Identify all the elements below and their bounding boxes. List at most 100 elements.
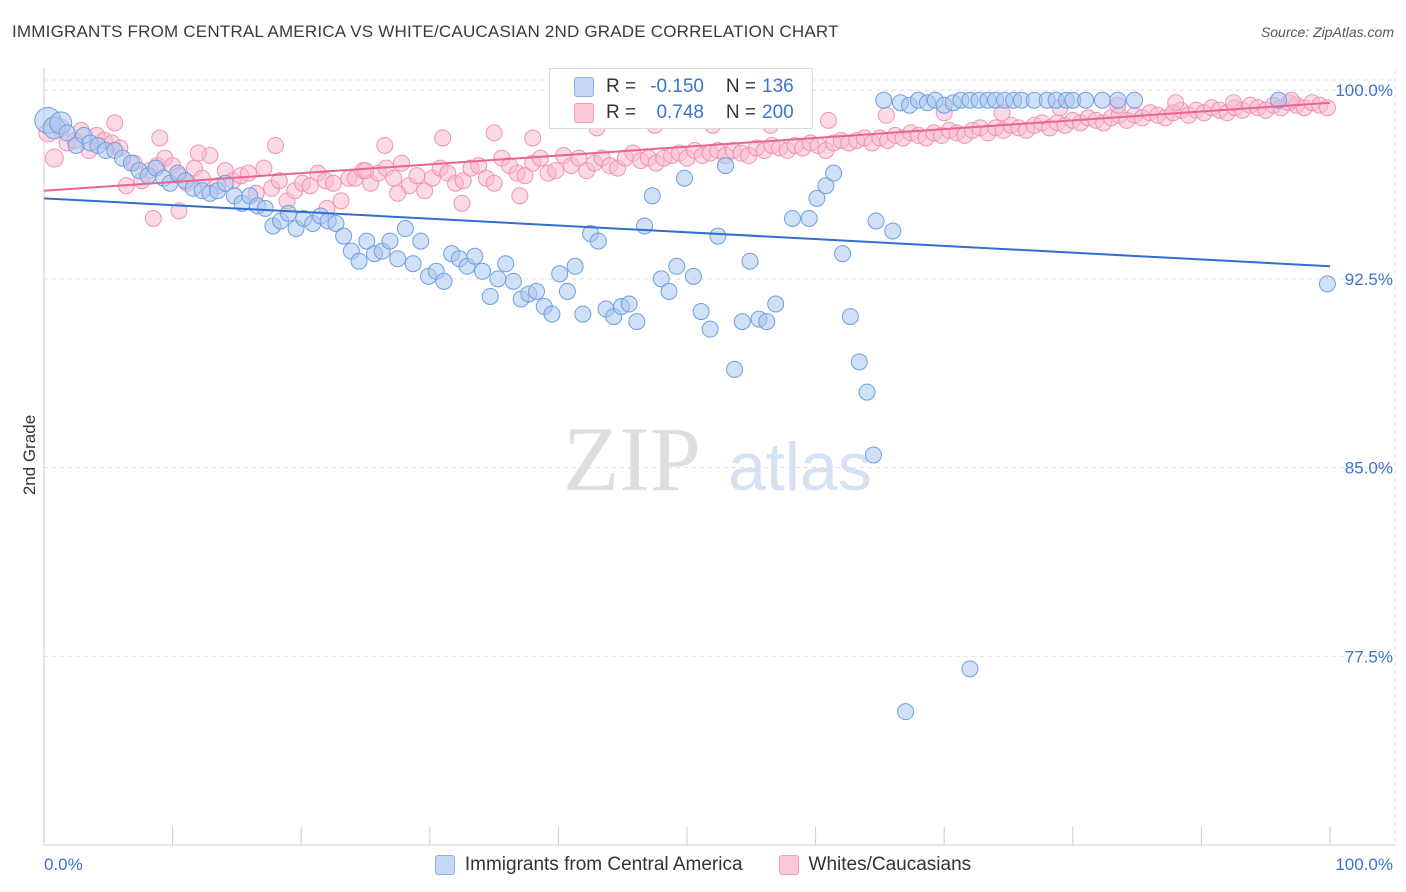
blue-point [867, 212, 885, 230]
pink-point [376, 136, 394, 154]
pink-point [819, 111, 837, 129]
blue-point [800, 209, 818, 227]
pink-point [170, 202, 188, 220]
blue-point [481, 287, 499, 305]
blue-point [558, 282, 576, 300]
blue-point [884, 222, 902, 240]
blue-point [834, 245, 852, 263]
blue-point [660, 282, 678, 300]
pink-point [324, 174, 342, 192]
legend-swatch-blue [434, 855, 455, 875]
blue-point [643, 187, 661, 205]
blue-point [58, 124, 76, 142]
blue-point [543, 305, 561, 323]
blue-point [817, 177, 835, 195]
pink-point [151, 129, 169, 147]
blue-point [566, 257, 584, 275]
pink-point [877, 106, 895, 124]
y-tick-label: 77.5% [1345, 647, 1393, 666]
pink-point [144, 209, 162, 227]
blue-point [389, 250, 407, 268]
blue-swatch [574, 77, 594, 97]
pink-point [332, 192, 350, 210]
blue-point [504, 272, 522, 290]
axes [43, 68, 1395, 846]
pink-point [547, 162, 565, 180]
y-axis-label: 2nd Grade [20, 414, 39, 496]
blue-point [692, 303, 710, 321]
blue-point [864, 446, 882, 464]
stats-row-pink: R = 0.748 N = 200 [574, 100, 794, 126]
pink-point [485, 124, 503, 142]
blue-point [1318, 275, 1336, 293]
blue-point [858, 383, 876, 401]
grid-lines [44, 70, 1396, 845]
legend-item-whites[interactable]: Whites/Caucasians [778, 854, 971, 876]
blue-trend-line [43, 197, 1331, 268]
legend-label: Immigrants from Central America [464, 854, 743, 875]
blue-point [279, 204, 297, 222]
pink-series-points [38, 91, 1336, 227]
blue-point [358, 232, 376, 250]
blue-point [327, 214, 345, 232]
legend-item-central-america[interactable]: Immigrants from Central America [434, 854, 743, 876]
legend-swatch-pink [778, 855, 799, 875]
watermark-atlas: atlas [728, 429, 872, 505]
blue-point [783, 209, 801, 227]
blue-point [758, 313, 776, 331]
blue-point [875, 91, 893, 109]
blue-point [620, 295, 638, 313]
pink-point [255, 159, 273, 177]
pink-point [393, 154, 411, 172]
pink-point [453, 194, 471, 212]
watermark-zip: ZIP [563, 408, 701, 510]
blue-point [675, 169, 693, 187]
pink-point [301, 177, 319, 195]
blue-point [350, 252, 368, 270]
pink-point [385, 169, 403, 187]
blue-point [1109, 91, 1127, 109]
pink-point [357, 162, 374, 180]
blue-point [897, 703, 915, 721]
pink-point [434, 129, 452, 147]
blue-point [412, 232, 430, 250]
pink-point [524, 129, 542, 147]
pink-point [511, 187, 529, 205]
y-tick-label: 100.0% [1335, 81, 1393, 100]
blue-point [701, 320, 719, 338]
y-tick-label: 92.5% [1345, 270, 1393, 289]
pink-point [106, 114, 124, 132]
pink-trend-line [43, 101, 1331, 192]
x-tick-label: 0.0% [44, 855, 83, 874]
blue-point [466, 247, 484, 265]
blue-point [381, 232, 399, 250]
blue-point [668, 257, 686, 275]
blue-point [1093, 91, 1111, 109]
watermark: ZIP atlas [563, 408, 872, 510]
blue-point [767, 295, 785, 313]
blue-point [825, 164, 843, 182]
pink-point [389, 184, 407, 202]
r-value: -0.150 [650, 76, 704, 97]
n-value: 136 [762, 76, 794, 97]
blue-point [717, 157, 735, 175]
blue-point [636, 217, 654, 235]
blue-series-points [34, 91, 1336, 721]
x-tick-labels: 0.0% 100.0% [44, 855, 1393, 874]
blue-point [733, 313, 751, 331]
n-label: N = [725, 102, 756, 123]
pink-point [239, 164, 257, 182]
pink-point [485, 174, 503, 192]
blue-point [628, 313, 646, 331]
blue-point [551, 265, 569, 283]
n-label: N = [725, 76, 756, 97]
blue-point [850, 353, 868, 371]
pink-point [454, 172, 472, 190]
blue-point [589, 232, 607, 250]
blue-point [1077, 91, 1095, 109]
y-tick-labels: 100.0% 92.5% 85.0% 77.5% [1335, 81, 1393, 666]
blue-point [335, 227, 353, 245]
chart-title: IMMIGRANTS FROM CENTRAL AMERICA VS WHITE… [12, 22, 839, 41]
blue-point [1270, 91, 1288, 109]
